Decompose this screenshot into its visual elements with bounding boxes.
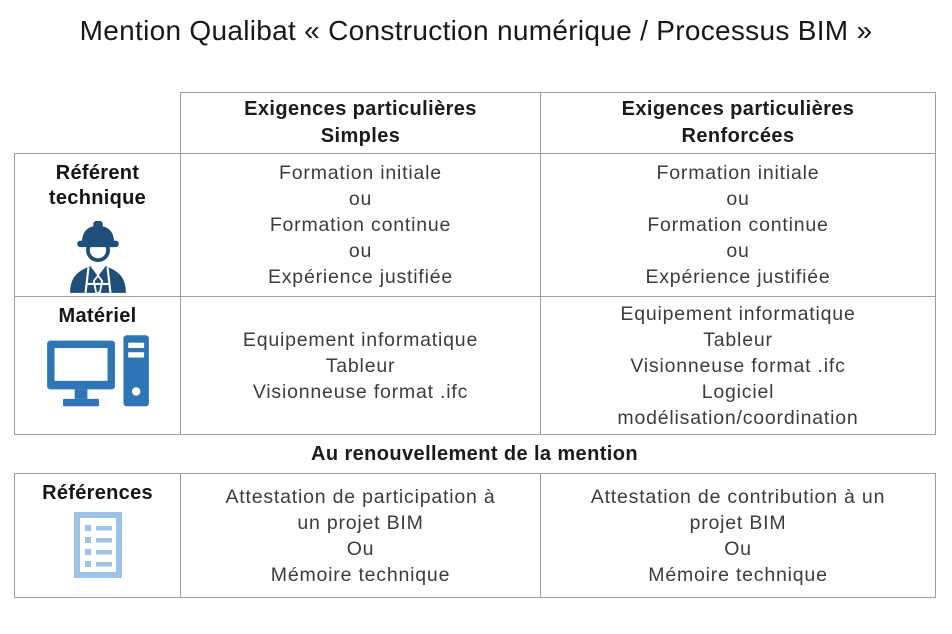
- row-label-materiel: Matériel: [58, 305, 137, 327]
- page: Mention Qualibat « Construction numériqu…: [0, 14, 952, 634]
- row-label-references: Références: [42, 482, 153, 504]
- cell-materiel-renforcees: Equipement informatique Tableur Visionne…: [540, 296, 936, 435]
- page-title: Mention Qualibat « Construction numériqu…: [79, 15, 873, 46]
- column-header-renforcees: Exigences particulières Renforcées: [540, 92, 936, 154]
- renewal-table: Références Attestation de participation …: [14, 473, 936, 598]
- row-header-materiel: Matériel: [14, 296, 181, 435]
- cell-references-simples: Attestation de participation à un projet…: [180, 473, 541, 598]
- table-row-referent: Référent technique: [14, 153, 936, 297]
- header-row: Exigences particulières Simples Exigence…: [14, 92, 936, 154]
- renewal-banner: Au renouvellement de la mention: [311, 442, 638, 465]
- corner-empty-cell: [14, 92, 181, 154]
- cell-materiel-simples: Equipement informatique Tableur Visionne…: [180, 296, 541, 435]
- row-header-references: Références: [14, 473, 181, 598]
- worker-icon: [15, 216, 180, 296]
- cell-references-renforcees: Attestation de contribution à un projet …: [540, 473, 936, 598]
- requirements-table: Exigences particulières Simples Exigence…: [14, 92, 936, 435]
- cell-referent-renforcees: Formation initiale ou Formation continue…: [540, 153, 936, 297]
- computer-icon: [15, 334, 180, 415]
- table-row-references: Références Attestation de participation …: [14, 473, 936, 598]
- checklist-icon: [15, 511, 180, 579]
- row-header-referent: Référent technique: [14, 153, 181, 297]
- row-label-referent: Référent technique: [48, 162, 147, 209]
- table-row-materiel: Matériel: [14, 296, 936, 435]
- cell-referent-simples: Formation initiale ou Formation continue…: [180, 153, 541, 297]
- column-header-simples: Exigences particulières Simples: [180, 92, 541, 154]
